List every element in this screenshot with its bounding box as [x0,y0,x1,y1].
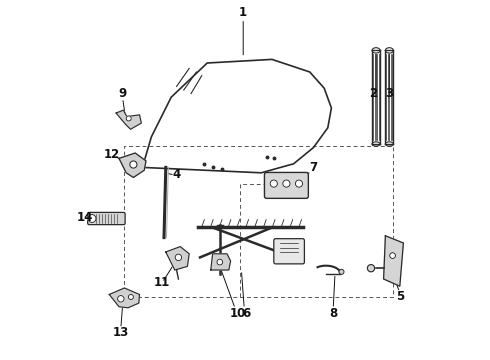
Text: 14: 14 [76,211,93,224]
Circle shape [130,161,137,168]
Circle shape [283,180,290,187]
FancyBboxPatch shape [274,239,304,264]
Text: 8: 8 [329,307,337,320]
Polygon shape [109,288,140,308]
Circle shape [118,296,124,302]
Polygon shape [116,110,141,129]
Text: 5: 5 [396,291,404,303]
FancyBboxPatch shape [88,212,125,225]
Circle shape [88,215,96,222]
Text: 6: 6 [243,307,251,320]
Circle shape [126,116,131,121]
Text: 4: 4 [172,168,181,181]
Text: 7: 7 [309,161,318,174]
Text: 11: 11 [154,276,171,289]
Text: 9: 9 [119,87,127,100]
Circle shape [390,253,395,258]
Polygon shape [384,236,403,286]
Text: 1: 1 [239,6,247,19]
Circle shape [128,294,133,300]
Circle shape [175,254,182,261]
Circle shape [217,259,222,265]
Polygon shape [211,254,231,270]
Text: 2: 2 [369,87,377,100]
Circle shape [368,265,374,272]
Text: 12: 12 [104,148,120,161]
Polygon shape [119,153,146,177]
Circle shape [339,269,344,274]
Polygon shape [166,247,189,270]
FancyBboxPatch shape [265,172,308,198]
Circle shape [270,180,277,187]
Text: 3: 3 [385,87,393,100]
Text: 13: 13 [113,327,129,339]
Text: 10: 10 [230,307,246,320]
Circle shape [295,180,303,187]
